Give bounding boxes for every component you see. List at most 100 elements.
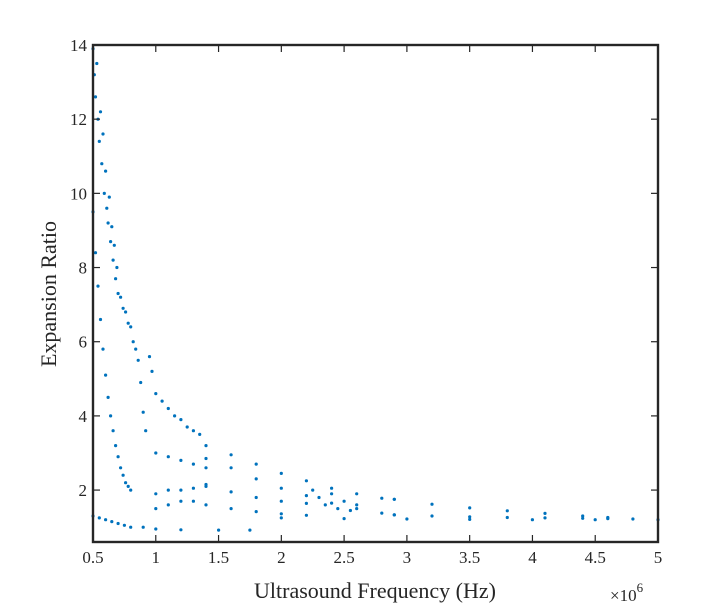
scatter-point: [355, 507, 359, 511]
scatter-point: [98, 110, 103, 114]
x-tick-label: 4.5: [585, 548, 606, 567]
scatter-point: [131, 340, 135, 344]
scatter-point: [141, 410, 145, 414]
scatter-point: [96, 284, 100, 288]
scatter-point: [348, 508, 352, 513]
x-axis-ticks: 0.5 1 1.5 2 2.5 3 3.5 4 4.5 5: [82, 45, 662, 567]
scatter-point: [136, 358, 140, 362]
scatter-point: [110, 225, 114, 229]
scatter-point: [204, 482, 208, 487]
scatter-point: [106, 395, 110, 399]
scatter-point: [304, 501, 308, 505]
scatter-point: [355, 492, 359, 496]
scatter-point: [342, 499, 346, 503]
x-tick-label: 5: [654, 548, 663, 567]
scatter-point: [93, 251, 98, 255]
scatter-point: [229, 466, 233, 470]
y-tick-label: 6: [79, 333, 88, 352]
scatter-point: [330, 492, 334, 496]
scatter-point: [179, 528, 183, 532]
y-axis-ticks: 2 4 6 8 10 12 14: [70, 36, 658, 500]
scatter-point: [104, 518, 108, 522]
scatter-point: [134, 347, 138, 351]
scatter-point: [97, 516, 101, 520]
scatter-point: [166, 488, 170, 492]
scatter-point: [129, 488, 133, 492]
scatter-point: [154, 492, 158, 496]
scatter-point: [122, 523, 126, 527]
scatter-point: [330, 501, 334, 505]
scatter-point: [248, 528, 252, 532]
scatter-point: [154, 507, 158, 511]
scatter-point: [380, 496, 384, 500]
scatter-point: [405, 517, 409, 521]
scatter-point: [198, 432, 202, 436]
scatter-point: [254, 477, 258, 481]
scatter-point: [581, 516, 585, 520]
scatter-point: [336, 507, 340, 511]
y-tick-label: 4: [79, 407, 88, 426]
scatter-point: [279, 516, 283, 520]
x-tick-label: 1.5: [208, 548, 229, 567]
scatter-point: [229, 507, 233, 511]
scatter-point: [254, 495, 258, 500]
scatter-point: [114, 444, 118, 448]
x-tick-label: 1: [152, 548, 161, 567]
y-tick-label: 10: [70, 184, 87, 203]
scatter-point: [100, 162, 104, 166]
x-axis-exponent-base: ×10: [610, 586, 637, 605]
scatter-point: [93, 95, 98, 99]
scatter-point: [204, 503, 208, 507]
scatter-point: [114, 277, 118, 281]
scatter-point: [543, 511, 547, 515]
scatter-point: [204, 444, 208, 448]
scatter-point: [116, 455, 120, 459]
x-tick-label: 3: [403, 548, 412, 567]
x-tick-label: 4: [528, 548, 537, 567]
scatter-point: [581, 514, 585, 518]
scatter-point: [430, 514, 434, 518]
scatter-point: [380, 511, 384, 515]
y-tick-label: 14: [70, 36, 88, 55]
scatter-point: [217, 528, 221, 532]
scatter-point: [392, 497, 396, 501]
scatter-point: [631, 517, 635, 521]
scatter-point: [254, 510, 258, 514]
scatter-point: [111, 258, 115, 262]
scatter-point: [109, 240, 113, 244]
scatter-point: [105, 206, 109, 210]
scatter-point: [254, 462, 258, 466]
y-tick-label: 2: [79, 481, 88, 500]
scatter-point: [129, 525, 133, 529]
scatter-point: [124, 310, 128, 314]
x-axis-label: Ultrasound Frequency (Hz): [254, 578, 496, 603]
scatter-point: [191, 499, 195, 503]
y-axis-label: Expansion Ratio: [36, 221, 61, 367]
scatter-point: [101, 347, 105, 351]
scatter-point: [115, 265, 119, 270]
scatter-point: [112, 243, 116, 247]
scatter-point: [304, 513, 308, 517]
scatter-point: [179, 458, 183, 462]
scatter-points: [91, 47, 660, 532]
plot-frame: [91, 43, 660, 544]
scatter-point: [179, 418, 183, 422]
y-tick-label: 8: [79, 259, 88, 278]
scatter-point: [468, 515, 472, 519]
scatter-point: [304, 494, 308, 498]
scatter-point: [279, 499, 283, 503]
scatter-point: [102, 191, 106, 195]
scatter-point: [179, 488, 183, 492]
scatter-point: [160, 399, 164, 403]
x-tick-label: 2: [277, 548, 286, 567]
scatter-point: [116, 291, 120, 296]
scatter-point: [342, 517, 346, 521]
scatter-point: [98, 317, 103, 322]
scatter-point: [468, 517, 472, 522]
scatter-point: [229, 453, 233, 457]
scatter-point: [191, 486, 195, 490]
scatter-point: [154, 392, 158, 396]
scatter-point: [129, 325, 133, 329]
scatter-point: [154, 451, 158, 455]
scatter-point: [121, 306, 125, 310]
